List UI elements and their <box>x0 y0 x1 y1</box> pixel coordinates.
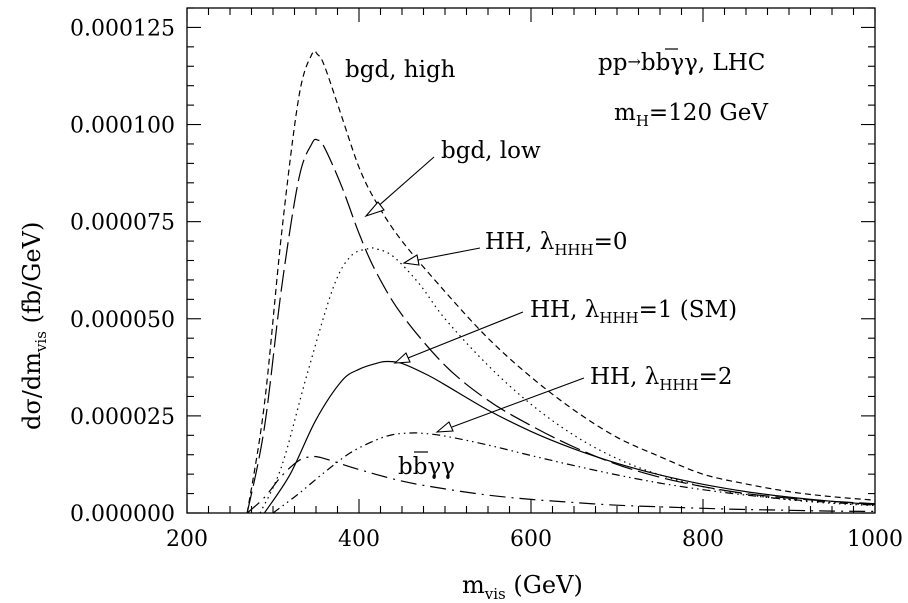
x-tick-label: 800 <box>682 527 724 552</box>
x-tick-label: 400 <box>338 527 380 552</box>
x-tick-label: 600 <box>510 527 552 552</box>
series-hh-lambda0 <box>259 247 876 514</box>
y-tick-label: 0.000125 <box>70 16 175 41</box>
label-hh-lambda1: HH, λHHH=1 (SM) <box>530 297 737 327</box>
x-tick-label: 200 <box>166 527 208 552</box>
y-tick-label: 0.000075 <box>70 211 175 236</box>
y-axis-ticks: 0.000000 0.000025 0.000050 0.000075 0.000100… <box>70 7 875 527</box>
y-tick-label: 0.000100 <box>70 114 175 139</box>
y-tick-label: 0.000050 <box>70 308 175 333</box>
label-hh-lambda0: HH, λHHH=0 <box>485 229 627 259</box>
pointer-hh-lambda1 <box>393 311 524 364</box>
series-bbgammagamma <box>246 455 876 514</box>
label-bgd-high: bgd, high <box>345 57 456 83</box>
label-bbgammagamma: bbγγ <box>398 454 455 480</box>
y-tick-label: 0.000000 <box>70 502 175 527</box>
series-hh-lambda2 <box>272 432 876 514</box>
y-tick-label: 0.000025 <box>70 405 175 430</box>
y-axis-label: dσ/dmvis (fb/GeV) <box>18 222 50 430</box>
series-bgd-low <box>246 138 876 514</box>
pointer-hh-lambda2 <box>435 377 585 433</box>
label-hh-lambda2: HH, λHHH=2 <box>590 364 732 394</box>
x-tick-label: 1000 <box>847 527 903 552</box>
process-label: pp→bbγγ, LHC <box>598 50 765 76</box>
series-bgd-high <box>246 50 876 514</box>
label-bgd-low: bgd, low <box>441 138 541 164</box>
pointer-bgd-low <box>364 156 435 218</box>
pointer-hh-lambda0 <box>402 247 481 266</box>
series-hh-lambda1 <box>263 360 876 514</box>
x-axis-ticks: 200 400 600 800 1000 <box>166 8 903 552</box>
x-axis-label: mvis (GeV) <box>462 571 583 603</box>
series-layer <box>246 50 876 514</box>
higgs-mass-label: mH=120 GeV <box>614 100 768 130</box>
plot-frame <box>186 7 876 514</box>
